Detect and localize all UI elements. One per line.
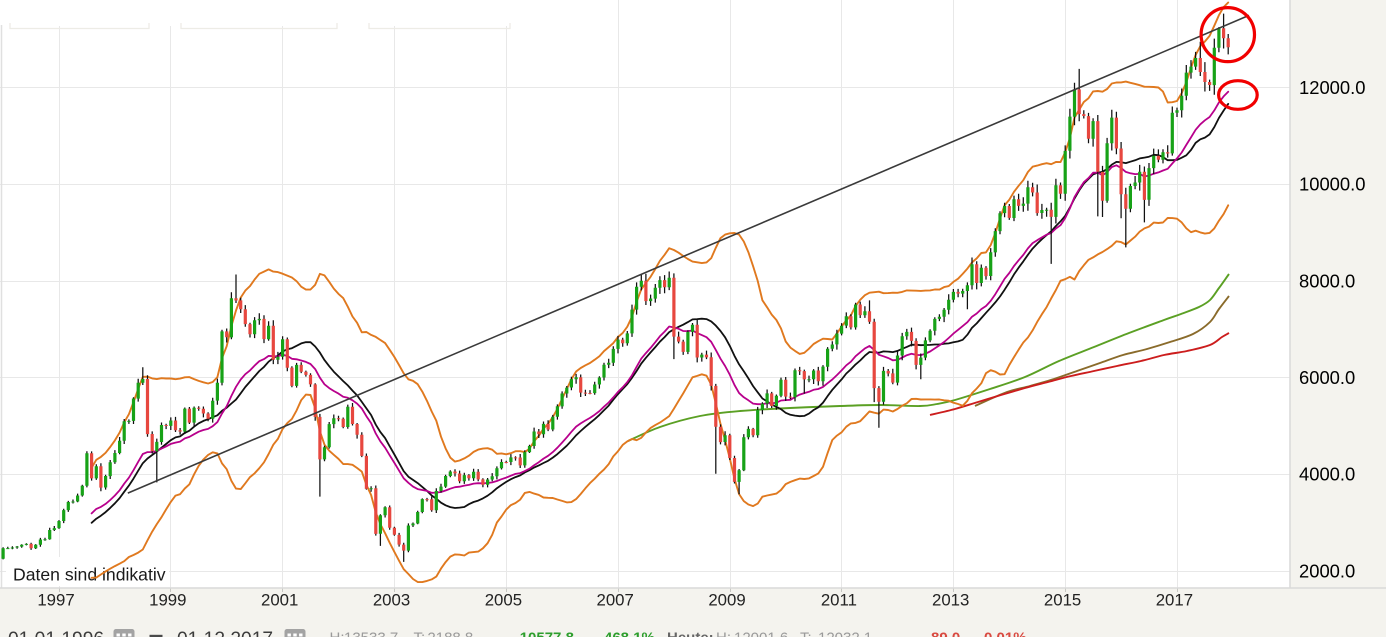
svg-text:2001: 2001 [261,590,298,609]
svg-text:2011: 2011 [821,590,857,609]
svg-text:1997: 1997 [37,590,74,609]
svg-text:12032.1: 12032.1 [818,629,872,637]
svg-text:H:: H: [716,629,731,637]
svg-text:1999: 1999 [149,590,186,609]
svg-text:6000.0: 6000.0 [1299,367,1355,388]
svg-text:2000.0: 2000.0 [1299,560,1355,581]
svg-text:12001.6: 12001.6 [734,629,788,637]
svg-text:Heute:: Heute: [667,629,714,637]
svg-text:8000.0: 8000.0 [1299,270,1355,291]
svg-text:T:: T: [414,629,426,637]
svg-text:13533.7: 13533.7 [344,629,398,637]
svg-text:-0.01%: -0.01% [979,629,1027,637]
svg-text:4000.0: 4000.0 [1299,464,1355,485]
svg-text:2003: 2003 [373,590,410,609]
svg-text:01.12.2017: 01.12.2017 [177,629,273,637]
svg-text:T:: T: [800,629,812,637]
svg-text:2007: 2007 [597,590,634,609]
svg-text:2017: 2017 [1156,590,1193,609]
svg-text:-89.0: -89.0 [926,629,960,637]
svg-text:468.1%: 468.1% [604,629,655,637]
svg-text:01.01.1996: 01.01.1996 [8,629,104,637]
svg-text:H:: H: [330,629,345,637]
svg-text:2188.8: 2188.8 [427,629,473,637]
svg-text:12000.0: 12000.0 [1299,77,1365,98]
svg-text:10000.0: 10000.0 [1299,174,1365,195]
svg-text:2009: 2009 [708,590,745,609]
svg-text:Daten sind indikativ: Daten sind indikativ [13,565,166,585]
svg-text:2005: 2005 [485,590,522,609]
svg-text:2015: 2015 [1044,590,1081,609]
svg-text:2013: 2013 [932,590,969,609]
svg-text:10577.8: 10577.8 [520,629,574,637]
